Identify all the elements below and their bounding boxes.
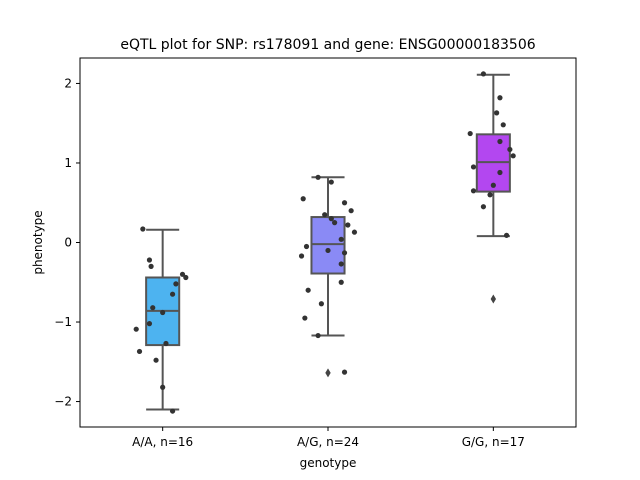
data-point <box>341 369 348 375</box>
y-tick-label: 0 <box>64 236 72 250</box>
data-point <box>338 279 344 285</box>
data-point <box>497 95 503 101</box>
y-tick-label: 2 <box>64 76 72 90</box>
data-point <box>169 291 176 297</box>
data-point <box>497 138 503 145</box>
data-point <box>163 340 169 347</box>
data-point <box>328 216 334 222</box>
data-point <box>507 146 513 153</box>
data-point <box>179 271 186 277</box>
data-point <box>160 309 166 316</box>
plot-area <box>133 71 516 414</box>
box-group <box>475 73 511 304</box>
box-group <box>310 176 346 378</box>
box-group <box>145 228 181 411</box>
chart-title: eQTL plot for SNP: rs178091 and gene: EN… <box>120 37 535 53</box>
data-point <box>503 232 510 238</box>
x-axis: A/A, n=16 A/G, n=24 G/G, n=17 <box>132 427 525 449</box>
x-axis-label: genotype <box>300 456 357 470</box>
data-point <box>315 332 321 339</box>
data-point <box>332 220 338 226</box>
y-tick-label: −2 <box>54 395 72 409</box>
x-tick-label: A/A, n=16 <box>132 435 193 449</box>
data-point <box>302 315 308 321</box>
data-point <box>470 164 477 170</box>
data-point <box>470 188 477 194</box>
data-point <box>146 257 153 263</box>
y-axis-label: phenotype <box>31 210 45 274</box>
data-point <box>318 301 324 307</box>
data-point <box>146 321 153 327</box>
data-point <box>140 226 146 232</box>
y-axis: −2 −1 0 1 2 <box>54 76 80 409</box>
data-point <box>467 130 473 137</box>
data-point <box>497 169 503 176</box>
data-point <box>510 153 516 159</box>
data-point <box>494 110 500 116</box>
x-tick-label: G/G, n=17 <box>462 435 525 449</box>
data-point <box>490 182 496 188</box>
data-point <box>305 287 311 293</box>
data-point <box>341 200 348 206</box>
data-point <box>338 236 344 242</box>
data-point <box>160 384 166 390</box>
data-point <box>300 196 306 202</box>
outlier-marker <box>325 368 331 378</box>
data-point <box>303 243 310 250</box>
data-point <box>341 250 348 256</box>
y-tick-label: −1 <box>54 315 72 329</box>
x-tick-label: A/G, n=24 <box>297 435 359 449</box>
data-point <box>480 204 487 210</box>
data-point <box>325 247 331 254</box>
data-point <box>338 261 344 267</box>
data-point <box>487 192 493 198</box>
data-point <box>136 348 143 355</box>
data-point <box>500 122 506 128</box>
data-point <box>328 179 334 185</box>
data-point <box>148 263 154 269</box>
data-point <box>322 212 328 218</box>
data-point <box>150 305 156 311</box>
data-point <box>183 274 189 281</box>
data-point <box>345 222 351 228</box>
data-point <box>173 281 179 287</box>
data-point <box>298 253 305 259</box>
data-point <box>480 71 487 77</box>
data-point <box>348 208 354 214</box>
data-point <box>351 229 358 235</box>
data-point <box>133 326 139 332</box>
data-point <box>153 357 159 363</box>
data-point <box>169 408 176 414</box>
outlier-marker <box>490 294 497 304</box>
y-tick-label: 1 <box>64 156 72 170</box>
data-point <box>315 174 321 180</box>
